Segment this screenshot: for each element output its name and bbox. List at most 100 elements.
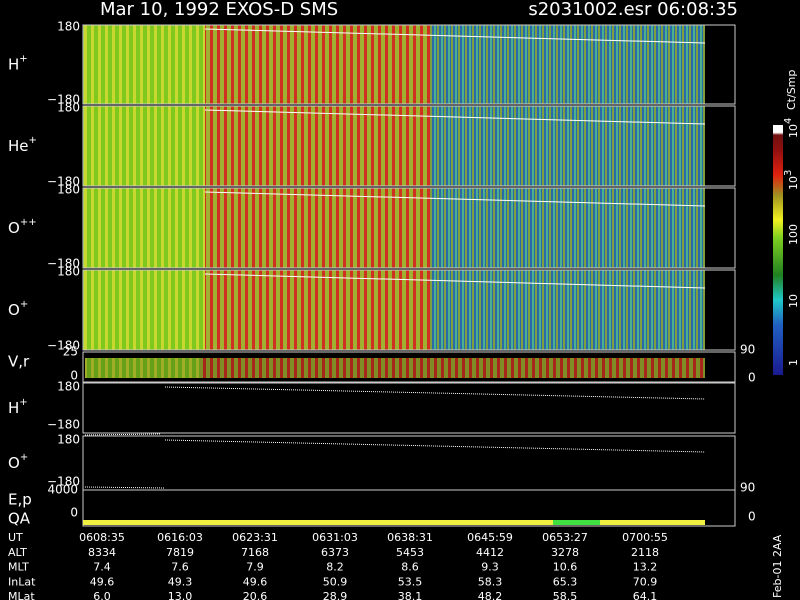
tick-label: 0 [748, 510, 756, 524]
table-cell: 13.0 [168, 590, 193, 600]
table-cell: 0608:35 [79, 531, 125, 544]
table-cell: 7.6 [171, 561, 189, 574]
table-cell: 58.5 [553, 590, 578, 600]
tick-label: 180 [57, 380, 80, 394]
footer: Feb-01 2AA [771, 534, 784, 598]
qa-bar [83, 520, 705, 525]
frame [82, 24, 736, 105]
trace [204, 191, 706, 207]
label-base: O [8, 454, 20, 472]
spectrum [205, 270, 430, 350]
panel-label: O+ [8, 452, 28, 472]
tick-label: 4000 [47, 483, 78, 497]
spectrum [430, 106, 705, 186]
spectrum [430, 25, 705, 104]
tick-label: 180 [57, 265, 80, 279]
label-sup: + [20, 299, 28, 310]
table-cell: 58.3 [478, 575, 503, 588]
table-cell: 0653:27 [542, 531, 588, 544]
tick-label: −180 [47, 257, 80, 271]
table-cell: 53.5 [398, 575, 423, 588]
colorbar [773, 125, 783, 375]
table-cell: 13.2 [633, 561, 658, 574]
title: Mar 10, 1992 EXOS-D SMS [100, 0, 338, 20]
tick-label: 180 [57, 433, 80, 447]
table-cell: 2118 [631, 546, 659, 559]
label-base: 100 [787, 224, 800, 245]
table-cell: 5453 [396, 546, 424, 559]
label-base: O [8, 219, 20, 237]
frame [82, 382, 736, 434]
spectrum [205, 188, 430, 268]
tick-label: 180 [57, 20, 80, 34]
label-sup: + [29, 135, 37, 146]
table-cell: 4412 [476, 546, 504, 559]
table-cell: 9.3 [481, 561, 499, 574]
table-cell: 64.1 [633, 590, 658, 600]
tick-label: −180 [47, 475, 80, 489]
table-cell: 48.2 [478, 590, 503, 600]
tick-label: 0 [70, 506, 78, 520]
trace [204, 273, 706, 289]
row-label: MLT [8, 561, 29, 574]
table-cell: 8334 [88, 546, 116, 559]
file-name: s2031002.esr 06:08:35 [528, 0, 738, 20]
vr-data [200, 358, 705, 378]
table-cell: 3278 [551, 546, 579, 559]
trace [164, 439, 706, 453]
label-sup: ++ [20, 217, 37, 228]
colorbar-label: 1 [787, 359, 800, 366]
panel-label: E,p [8, 491, 32, 509]
table-cell: 49.6 [243, 575, 268, 588]
table-cell: 8.6 [401, 561, 419, 574]
label-base: H [8, 55, 19, 73]
label-base: H [8, 399, 19, 417]
table-cell: 7.4 [93, 561, 111, 574]
table-cell: 65.3 [553, 575, 578, 588]
table-cell: 50.9 [323, 575, 348, 588]
tick-label: 25 [63, 345, 78, 359]
frame [82, 489, 736, 527]
tick-label: 0 [748, 371, 756, 385]
frame [82, 269, 736, 351]
trace [164, 386, 706, 400]
table-cell: 70.9 [633, 575, 658, 588]
trace [84, 486, 166, 489]
row-label: ALT [8, 546, 27, 559]
spectrum [83, 106, 205, 186]
row-label: InLat [8, 575, 36, 588]
label-base: 10 [787, 294, 800, 308]
tick-label: −180 [47, 175, 80, 189]
label-sup: + [20, 452, 28, 463]
panel-label: H+ [8, 54, 28, 74]
panel-label: H+ [8, 397, 28, 417]
spectrum [83, 25, 205, 104]
table-cell: 10.6 [553, 561, 578, 574]
row-label: UT [8, 531, 23, 544]
table-cell: 0623:31 [232, 531, 278, 544]
label-base: He [8, 137, 29, 155]
table-cell: 7.9 [246, 561, 264, 574]
colorbar-label: 104 [783, 118, 800, 138]
table-cell: 38.1 [398, 590, 423, 600]
panel-label: QA [8, 510, 31, 528]
table-cell: 8.2 [326, 561, 344, 574]
colorbar-unit: Ct/Smp [785, 70, 798, 110]
spectrum [430, 270, 705, 350]
tick-label: −180 [47, 93, 80, 107]
label-sup: + [19, 54, 27, 65]
table-cell: 49.6 [90, 575, 115, 588]
tick-label: 180 [57, 183, 80, 197]
table-cell: 0700:55 [622, 531, 668, 544]
tick-label: 90 [740, 481, 755, 495]
plot: Mar 10, 1992 EXOS-D SMS s2031002.esr 06:0… [8, 0, 800, 600]
spectrum [430, 188, 705, 268]
table-cell: 20.6 [243, 590, 268, 600]
spectrum [83, 188, 205, 268]
label-base: 10 [787, 124, 800, 138]
tick-label: 90 [740, 343, 755, 357]
panel-label: O++ [8, 217, 37, 237]
table-cell: 7819 [166, 546, 194, 559]
table-cell: 49.3 [168, 575, 193, 588]
